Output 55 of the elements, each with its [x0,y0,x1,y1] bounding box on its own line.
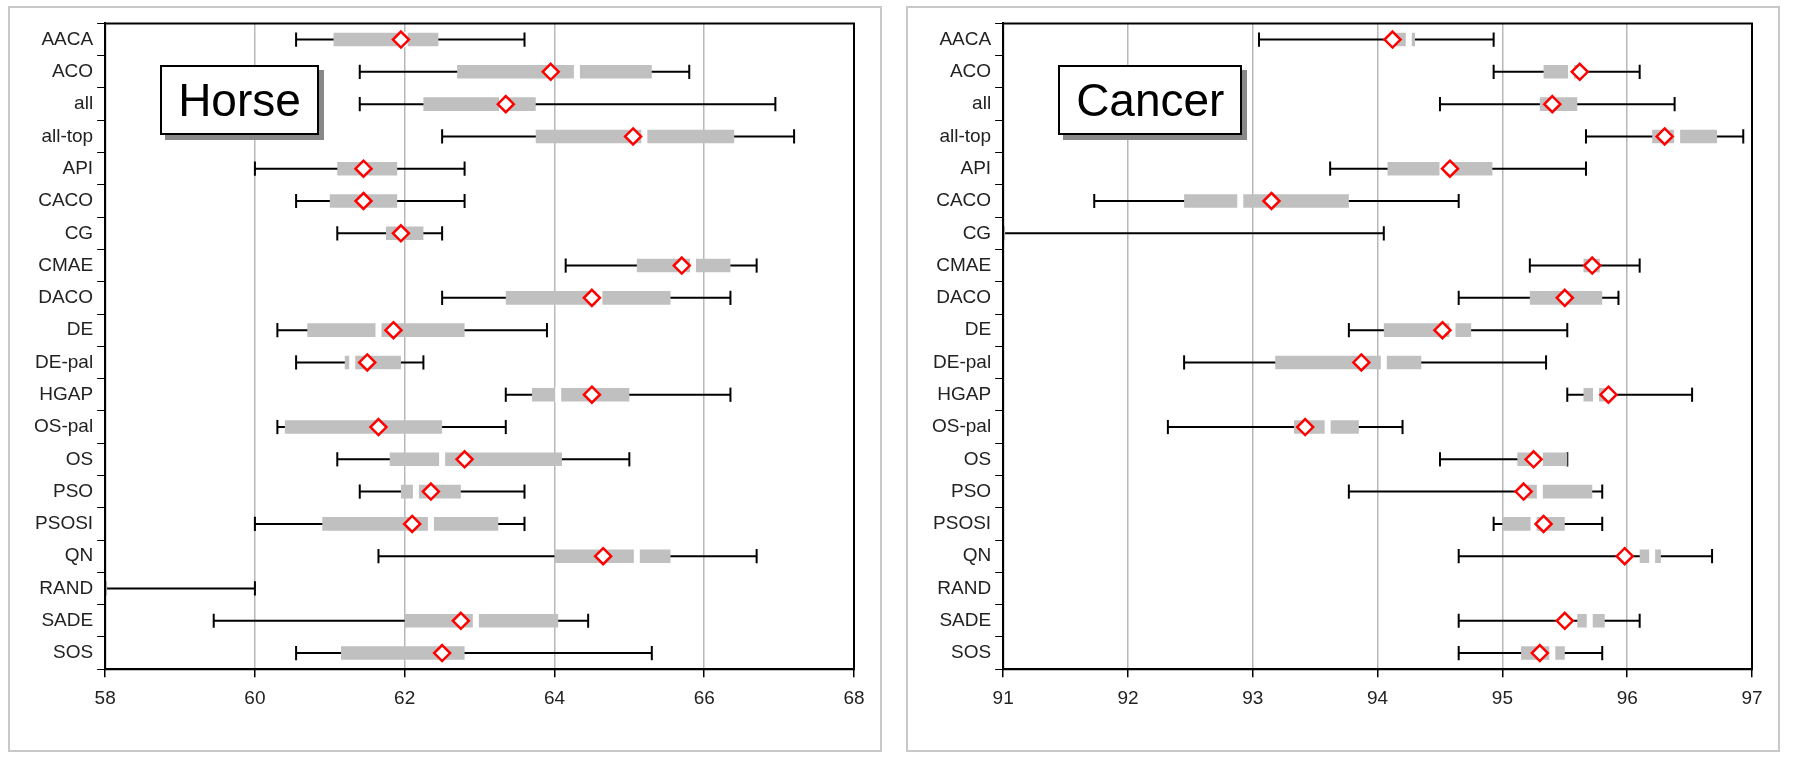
y-tick-label: OS-pal [931,415,992,437]
y-tick-label: HGAP [937,382,992,404]
y-tick-label: PSO [951,479,992,501]
y-tick-label: QN [962,544,992,566]
y-tick-label: HGAP [39,382,94,404]
x-tick-label: 95 [1491,686,1513,708]
x-tick-label: 66 [693,686,715,708]
y-tick-label: PSOSI [35,512,94,534]
y-tick-label: all-top [939,124,992,146]
x-tick-label: 60 [244,686,266,708]
y-tick-label: CACO [936,189,992,211]
y-tick-label: API [62,156,94,178]
y-tick-label: PSO [53,479,94,501]
y-tick-label: OS [963,447,992,469]
y-tick-label: DE-pal [35,350,94,372]
y-tick-label: RAND [39,576,94,598]
y-tick-label: all [74,92,94,114]
y-tick-label: all [972,92,992,114]
x-tick-label: 91 [992,686,1014,708]
x-tick-label: 64 [543,686,566,708]
y-tick-label: AACA [939,27,992,49]
y-tick-label: DACO [936,286,992,308]
y-tick-label: QN [64,544,94,566]
y-tick-label: SOS [53,641,94,663]
x-tick-label: 94 [1367,686,1389,708]
x-tick-label: 58 [94,686,116,708]
y-tick-label: CMAE [38,253,94,275]
x-tick-label: 96 [1616,686,1638,708]
y-tick-label: OS-pal [33,415,94,437]
y-tick-label: CMAE [936,253,992,275]
y-tick-label: AACA [41,27,94,49]
y-tick-label: all-top [41,124,94,146]
y-tick-label: SOS [951,641,992,663]
x-tick-label: 92 [1117,686,1139,708]
y-tick-label: CG [962,221,992,243]
y-tick-label: DE [964,318,992,340]
y-tick-label: PSOSI [933,512,992,534]
x-tick-label: 93 [1242,686,1264,708]
x-tick-label: 68 [843,686,865,708]
y-tick-label: SADE [939,609,992,630]
x-tick-label: 62 [394,686,416,708]
y-tick-label: DE [66,318,94,340]
text: Horse [160,65,319,136]
y-tick-label: SADE [41,609,94,630]
y-tick-label: ACO [949,60,992,82]
text: Cancer [1058,65,1243,136]
y-tick-label: ACO [51,60,94,82]
y-tick-label: DACO [38,286,94,308]
y-tick-label: RAND [937,576,992,598]
y-tick-label: DE-pal [933,350,992,372]
y-tick-label: API [960,156,992,178]
y-tick-label: CACO [38,189,94,211]
y-tick-label: OS [65,447,94,469]
y-tick-label: CG [64,221,94,243]
x-tick-label: 97 [1741,686,1763,708]
